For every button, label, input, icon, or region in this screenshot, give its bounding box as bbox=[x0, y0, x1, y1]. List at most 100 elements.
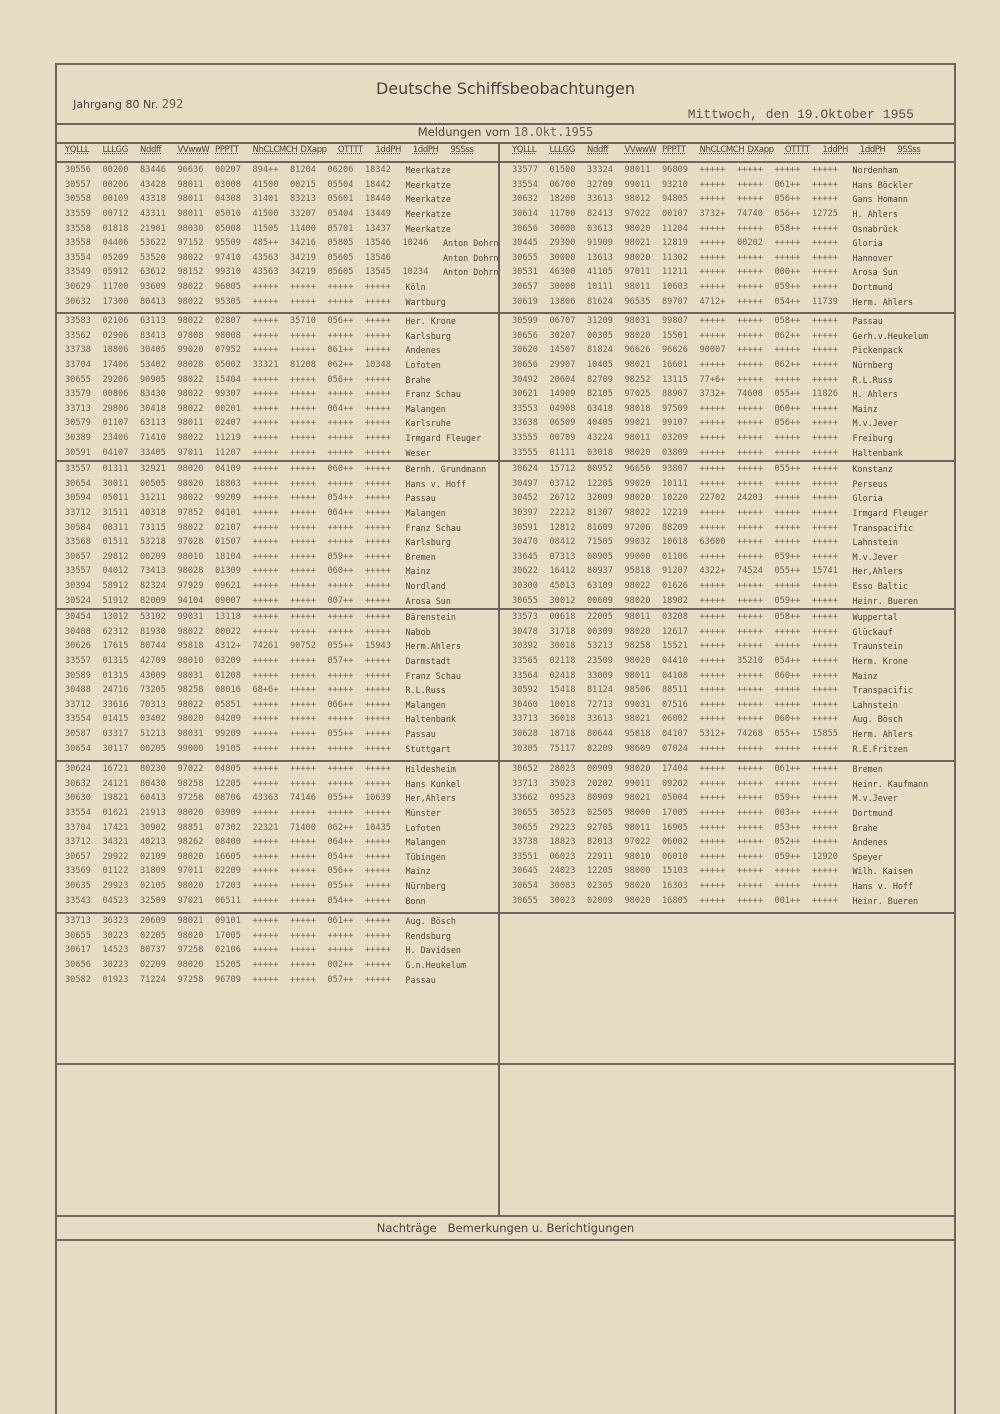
obs-code: 33704 bbox=[65, 822, 91, 833]
table-row: 30654 30011 00505 98020 18803 +++++ +++++ +++++… bbox=[65, 477, 486, 492]
obs-code: 97022 bbox=[177, 764, 204, 775]
obs-code: +++++ bbox=[699, 433, 726, 444]
issue-date: Mittwoch, den 19.Oktober 1955 bbox=[687, 107, 914, 122]
obs-code: 062++ bbox=[774, 330, 801, 341]
obs-code: 18718 bbox=[549, 729, 576, 740]
obs-code: +++++ bbox=[290, 685, 316, 696]
obs-code: 17005 bbox=[662, 808, 688, 819]
obs-code: 33577 bbox=[512, 165, 538, 176]
ship-name: Dortmund bbox=[852, 282, 893, 293]
obs-code: 33543 bbox=[65, 895, 91, 906]
obs-code: +++++ bbox=[699, 808, 726, 819]
obs-code: +++++ bbox=[812, 685, 838, 696]
obs-code: 29907 bbox=[549, 360, 576, 371]
obs-code: 91207 bbox=[662, 566, 688, 577]
obs-code: 33405 bbox=[140, 447, 166, 458]
obs-code: 74261 bbox=[252, 641, 279, 652]
obs-code: 01500 bbox=[549, 165, 576, 176]
obs-code: 02418 bbox=[549, 670, 576, 681]
table-row: 30656 30000 03613 98020 11204 +++++ +++++ 058++… bbox=[512, 221, 913, 236]
column-header: PPPTT bbox=[662, 145, 686, 155]
obs-code: +++++ bbox=[699, 551, 726, 562]
table-row: 30556 00200 83446 96636 00207 894++ 81204 06206… bbox=[65, 163, 498, 178]
ship-name: Herm. Krone bbox=[852, 656, 908, 667]
obs-code: +++++ bbox=[252, 374, 279, 385]
obs-code: 98011 bbox=[177, 418, 204, 429]
obs-code: +++++ bbox=[365, 433, 391, 444]
obs-code: 03712 bbox=[549, 478, 576, 489]
obs-code: 007++ bbox=[327, 595, 354, 606]
obs-code: 73413 bbox=[140, 566, 166, 577]
obs-code: +++++ bbox=[699, 418, 726, 429]
ship-name: Glückauf bbox=[852, 626, 893, 637]
obs-code: +++++ bbox=[737, 866, 763, 877]
obs-code: 77+6+ bbox=[699, 374, 726, 385]
obs-code: 33553 bbox=[512, 403, 538, 414]
table-row: 30621 14909 82105 97025 88907 3732+ 74608 055++… bbox=[512, 387, 928, 402]
obs-code: +++++ bbox=[252, 493, 279, 504]
obs-code: 20604 bbox=[549, 374, 576, 385]
obs-code: 064++ bbox=[327, 403, 354, 414]
obs-code: 30652 bbox=[512, 764, 538, 775]
obs-code: 97929 bbox=[177, 581, 204, 592]
obs-code: 00207 bbox=[215, 165, 241, 176]
obs-code: 99310 bbox=[215, 267, 241, 278]
obs-code: 060++ bbox=[774, 714, 801, 725]
ship-name: Arosa Sun bbox=[852, 267, 898, 278]
obs-code: 10603 bbox=[662, 282, 688, 293]
obs-code: 98152 bbox=[177, 267, 204, 278]
obs-code: +++++ bbox=[252, 389, 279, 400]
obs-code: +++++ bbox=[699, 478, 726, 489]
obs-code: 33557 bbox=[65, 566, 91, 577]
obs-code: +++++ bbox=[365, 345, 391, 356]
obs-code: 30497 bbox=[512, 478, 538, 489]
obs-code: 53213 bbox=[587, 641, 613, 652]
table-row: 30488 24716 73205 98258 08016 68+6+ +++++ +++++… bbox=[65, 683, 461, 698]
obs-code: +++++ bbox=[812, 478, 838, 489]
column-header: NhCLCMCH bbox=[252, 145, 298, 155]
obs-code: 30628 bbox=[512, 729, 538, 740]
obs-code: +++++ bbox=[699, 223, 726, 234]
obs-code: 98030 bbox=[177, 223, 204, 234]
obs-code: 40213 bbox=[140, 837, 166, 848]
obs-code: +++++ bbox=[812, 330, 838, 341]
obs-code: 5312+ bbox=[699, 729, 726, 740]
table-row: 30617 14523 80737 97258 02106 +++++ +++++ +++++… bbox=[65, 943, 466, 958]
obs-code: +++++ bbox=[365, 808, 391, 819]
obs-code: 12819 bbox=[662, 238, 688, 249]
table-row: 30652 28023 00909 98020 17404 +++++ +++++ 061++… bbox=[512, 762, 928, 777]
obs-code: 11505 bbox=[252, 223, 279, 234]
obs-code: +++++ bbox=[290, 522, 316, 533]
obs-code: 30614 bbox=[512, 209, 538, 220]
ship-name: R.L.Russ bbox=[405, 685, 446, 696]
obs-code: +++++ bbox=[699, 778, 726, 789]
obs-code: 33568 bbox=[65, 537, 91, 548]
obs-code: 43009 bbox=[140, 670, 166, 681]
obs-code: 04523 bbox=[102, 895, 129, 906]
table-row: 30594 05011 31211 98022 99209 +++++ +++++ 054++… bbox=[65, 491, 486, 506]
obs-code: +++++ bbox=[290, 389, 316, 400]
obs-code: +++++ bbox=[737, 895, 763, 906]
obs-code: +++++ bbox=[699, 581, 726, 592]
column-header: LLLGG bbox=[549, 145, 576, 155]
ship-name: Hildesheim bbox=[405, 764, 456, 775]
obs-code: 97852 bbox=[177, 508, 204, 519]
obs-code: 00609 bbox=[587, 595, 613, 606]
table-row: 33554 01621 21913 98020 03909 +++++ +++++ +++++… bbox=[65, 806, 461, 821]
obs-code: +++++ bbox=[365, 764, 391, 775]
obs-code: +++++ bbox=[812, 522, 838, 533]
obs-code: 04109 bbox=[215, 464, 241, 475]
obs-code: 23406 bbox=[102, 433, 129, 444]
obs-code: +++++ bbox=[812, 403, 838, 414]
table-row: 30558 00109 43318 98011 04308 31401 83213 05601… bbox=[65, 192, 498, 207]
column-header: YQLLL bbox=[512, 145, 537, 155]
obs-code: +++++ bbox=[290, 930, 316, 941]
obs-code: +++++ bbox=[774, 881, 801, 892]
ship-name: M.v.Jever bbox=[852, 551, 898, 562]
obs-code: 054++ bbox=[327, 895, 354, 906]
obs-code: 99011 bbox=[624, 179, 651, 190]
obs-code: 00206 bbox=[102, 179, 129, 190]
obs-code: 14523 bbox=[102, 945, 129, 956]
obs-code: 95818 bbox=[177, 641, 204, 652]
obs-code: +++++ bbox=[290, 837, 316, 848]
